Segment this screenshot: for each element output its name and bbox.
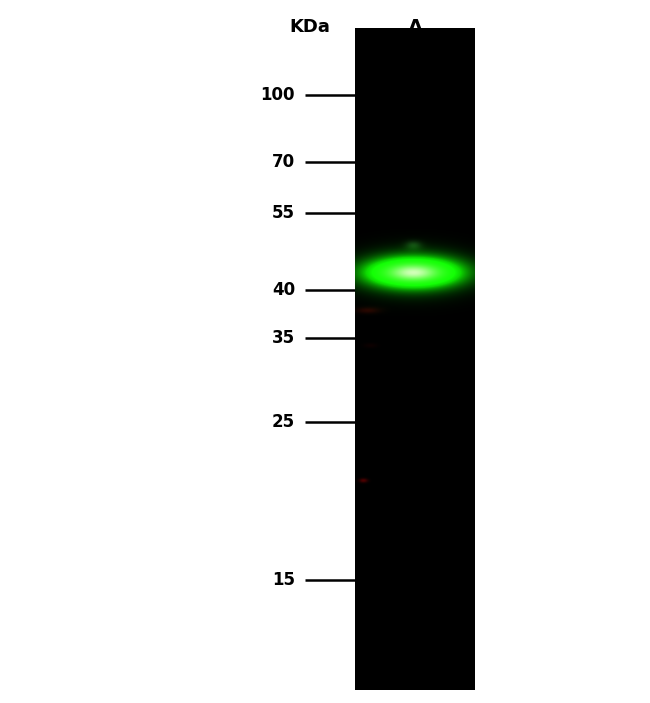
Text: 15: 15 bbox=[272, 571, 295, 589]
Text: 55: 55 bbox=[272, 204, 295, 222]
Bar bbox=[355, 28, 475, 690]
Text: 25: 25 bbox=[272, 413, 295, 431]
Text: 70: 70 bbox=[272, 153, 295, 171]
Text: 40: 40 bbox=[272, 281, 295, 299]
Text: A: A bbox=[408, 18, 422, 37]
Text: KDa: KDa bbox=[289, 18, 330, 36]
Text: 100: 100 bbox=[261, 86, 295, 104]
Text: 35: 35 bbox=[272, 329, 295, 347]
